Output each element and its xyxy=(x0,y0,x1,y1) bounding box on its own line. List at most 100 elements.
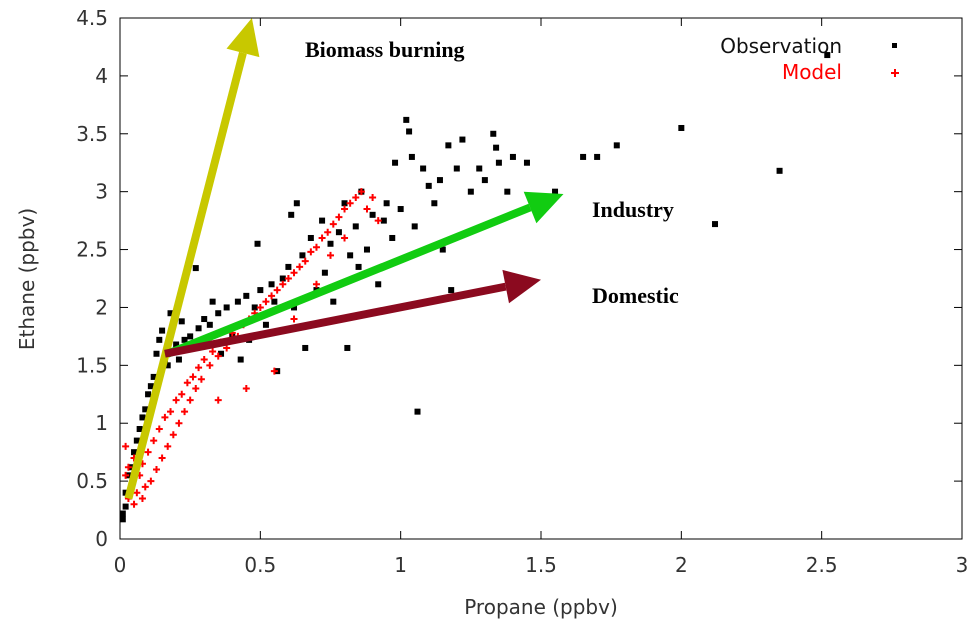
point-observation xyxy=(328,241,334,247)
point-observation xyxy=(294,200,300,206)
y-tick-label: 4.5 xyxy=(76,6,108,30)
point-observation xyxy=(139,414,145,420)
point-observation xyxy=(196,325,202,331)
point-observation xyxy=(412,223,418,229)
point-observation xyxy=(389,235,395,241)
point-observation xyxy=(420,166,426,172)
point-observation xyxy=(235,299,241,305)
legend-label-observation: Observation xyxy=(720,34,842,58)
point-observation xyxy=(409,154,415,160)
point-observation xyxy=(678,125,684,131)
point-observation xyxy=(342,200,348,206)
point-observation xyxy=(319,218,325,224)
point-observation xyxy=(459,137,465,143)
y-tick-label: 0 xyxy=(95,527,108,551)
point-observation xyxy=(179,318,185,324)
x-tick-label: 2 xyxy=(675,553,688,577)
y-tick-label: 4 xyxy=(95,64,108,88)
point-observation xyxy=(524,160,530,166)
point-observation xyxy=(381,218,387,224)
point-observation xyxy=(257,287,263,293)
point-observation xyxy=(322,270,328,276)
point-observation xyxy=(347,252,353,258)
point-observation xyxy=(255,241,261,247)
point-observation xyxy=(269,281,275,287)
point-observation xyxy=(243,293,249,299)
point-observation xyxy=(252,304,258,310)
point-observation xyxy=(280,276,286,282)
point-observation xyxy=(510,154,516,160)
y-tick-label: 0.5 xyxy=(76,469,108,493)
point-observation xyxy=(594,154,600,160)
point-observation xyxy=(454,166,460,172)
point-observation xyxy=(207,322,213,328)
point-observation xyxy=(580,154,586,160)
point-observation xyxy=(353,223,359,229)
point-observation xyxy=(375,281,381,287)
point-observation xyxy=(493,145,499,151)
point-observation xyxy=(210,299,216,305)
point-observation xyxy=(476,166,482,172)
point-observation xyxy=(330,299,336,305)
point-observation xyxy=(224,304,230,310)
point-observation xyxy=(145,391,151,397)
point-observation xyxy=(398,206,404,212)
point-observation xyxy=(153,351,159,357)
x-tick-label: 2.5 xyxy=(806,553,838,577)
point-observation xyxy=(426,183,432,189)
point-observation xyxy=(614,142,620,148)
x-tick-label: 0 xyxy=(114,553,127,577)
point-observation xyxy=(431,200,437,206)
point-observation xyxy=(364,247,370,253)
point-observation xyxy=(288,212,294,218)
point-observation xyxy=(271,299,277,305)
y-tick-label: 2.5 xyxy=(76,238,108,262)
y-tick-label: 1 xyxy=(95,411,108,435)
point-observation xyxy=(468,189,474,195)
point-observation xyxy=(336,229,342,235)
point-observation xyxy=(392,160,398,166)
point-observation xyxy=(356,264,362,270)
x-tick-label: 1.5 xyxy=(525,553,557,577)
point-observation xyxy=(123,504,129,510)
point-observation xyxy=(193,265,199,271)
point-observation xyxy=(403,117,409,123)
point-observation xyxy=(448,287,454,293)
point-observation xyxy=(120,511,126,517)
point-observation xyxy=(496,160,502,166)
legend-label-model: Model xyxy=(782,60,842,84)
x-tick-label: 3 xyxy=(956,553,969,577)
point-observation xyxy=(482,177,488,183)
y-tick-label: 3 xyxy=(95,180,108,204)
y-axis-label: Ethane (ppbv) xyxy=(15,208,39,350)
point-observation xyxy=(777,168,783,174)
point-observation xyxy=(238,357,244,363)
point-observation xyxy=(201,316,207,322)
point-observation xyxy=(504,189,510,195)
point-observation xyxy=(712,221,718,227)
point-observation xyxy=(344,345,350,351)
x-tick-label: 1 xyxy=(394,553,407,577)
point-observation xyxy=(308,235,314,241)
point-observation xyxy=(285,264,291,270)
point-observation xyxy=(159,328,165,334)
y-tick-label: 1.5 xyxy=(76,353,108,377)
point-observation xyxy=(445,142,451,148)
point-observation xyxy=(490,131,496,137)
point-observation xyxy=(384,200,390,206)
y-tick-label: 2 xyxy=(95,295,108,319)
point-observation xyxy=(187,333,193,339)
point-observation xyxy=(370,212,376,218)
point-observation xyxy=(299,252,305,258)
x-axis-label: Propane (ppbv) xyxy=(464,595,618,619)
point-observation xyxy=(156,337,162,343)
point-observation xyxy=(176,357,182,363)
point-observation xyxy=(263,322,269,328)
annotation-industry: Industry xyxy=(592,197,674,222)
point-observation xyxy=(215,310,221,316)
x-tick-label: 0.5 xyxy=(244,553,276,577)
legend-marker-observation xyxy=(892,43,897,48)
point-observation xyxy=(437,177,443,183)
